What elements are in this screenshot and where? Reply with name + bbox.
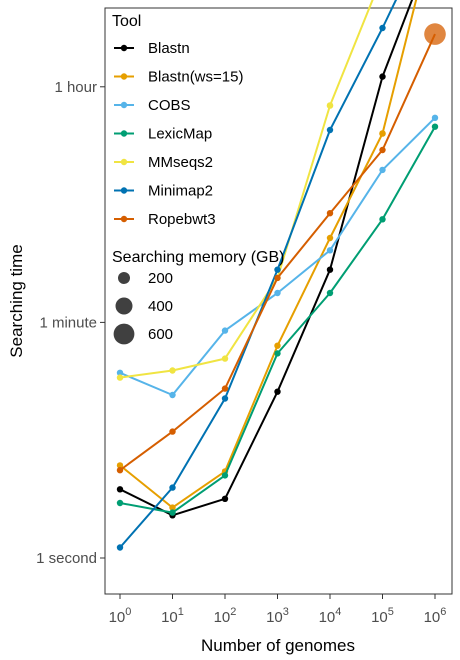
size-legend-entry: 600	[113, 323, 173, 345]
data-point	[221, 472, 229, 479]
data-point	[431, 123, 439, 130]
data-point	[116, 369, 124, 376]
legend-key-point	[120, 187, 128, 194]
legend-key-point	[120, 101, 128, 109]
data-point	[274, 266, 281, 273]
legend-entry: COBS	[114, 97, 191, 114]
legend-label: COBS	[148, 97, 191, 114]
data-point	[169, 504, 176, 511]
data-point	[326, 289, 334, 297]
size-legend-label: 400	[148, 298, 173, 315]
data-point	[274, 350, 281, 357]
data-point	[221, 327, 229, 334]
data-point	[274, 274, 281, 282]
series-ropebwt3	[116, 23, 446, 474]
size-legend-entry: 200	[118, 270, 173, 287]
x-tick-label: 106	[424, 606, 447, 626]
legend-label: Blastn(ws=15)	[148, 69, 243, 86]
legend-label: Ropebwt3	[148, 211, 216, 228]
legend-color-title: Tool	[112, 13, 141, 30]
legend-entry: Blastn(ws=15)	[114, 69, 243, 86]
data-point	[424, 23, 446, 45]
data-point	[169, 428, 176, 435]
data-point	[379, 24, 386, 32]
series-minimap2	[116, 0, 398, 551]
size-legend-key	[118, 272, 130, 284]
legend-color-entries: Blastn Blastn(ws=15) COBS LexicMap MMseqs2 Mi…	[114, 40, 243, 228]
data-point	[326, 126, 334, 134]
data-point	[379, 166, 386, 174]
legend-entry: Minimap2	[114, 183, 213, 200]
x-tick-label: 103	[266, 606, 289, 626]
legend-label: LexicMap	[148, 126, 212, 143]
size-legend-key	[113, 323, 135, 345]
data-point	[326, 247, 334, 254]
x-axis-title: Number of genomes	[201, 636, 355, 655]
series-blastn-ws-15-	[116, 0, 418, 511]
data-point	[379, 130, 386, 137]
data-point	[116, 374, 124, 381]
data-point	[169, 391, 176, 399]
legend-entry: Blastn	[114, 40, 190, 57]
size-legend-label: 200	[148, 270, 173, 287]
legend-entry: LexicMap	[114, 126, 212, 143]
size-legend-entry: 400	[115, 297, 173, 315]
x-tick-label: 104	[319, 606, 342, 626]
y-tick-label: 1 minute	[39, 314, 97, 331]
data-point	[326, 102, 334, 109]
size-legend-key	[115, 297, 133, 315]
data-point	[221, 385, 229, 392]
data-point	[379, 216, 386, 223]
x-tick-label: 102	[214, 606, 237, 626]
legend-entry: Ropebwt3	[114, 211, 216, 228]
legend-size-entries: 200 400 600	[113, 270, 173, 345]
legend-entry: MMseqs2	[114, 154, 213, 171]
x-tick-label: 100	[109, 606, 132, 626]
size-legend-label: 600	[148, 326, 173, 343]
legend-label: Minimap2	[148, 183, 213, 200]
legend-label: Blastn	[148, 40, 190, 57]
data-point	[326, 210, 334, 217]
data-point	[431, 114, 439, 122]
plot-panel	[104, 7, 453, 595]
data-point	[274, 342, 281, 349]
x-tick-label: 105	[371, 606, 394, 626]
data-point	[169, 484, 176, 491]
legend-key-point	[120, 130, 128, 137]
legend-key-point	[120, 44, 128, 52]
series-cobs	[116, 114, 439, 399]
data-point	[326, 266, 334, 273]
y-tick-label: 1 second	[36, 550, 97, 567]
legend-key-point	[120, 158, 128, 166]
data-point	[221, 495, 229, 502]
data-point	[379, 146, 386, 154]
data-point	[274, 289, 281, 297]
data-point	[326, 234, 334, 242]
data-point	[116, 467, 124, 474]
data-point	[116, 486, 124, 493]
legend-key-point	[120, 73, 128, 80]
data-point	[274, 388, 281, 395]
data-point	[169, 367, 176, 374]
x-axis-ticks: 100 101 102 103 104 105 106	[109, 594, 447, 626]
legend-key-point	[120, 215, 128, 223]
x-tick-label: 101	[161, 606, 184, 626]
legend-size-title: Searching memory (GB)	[112, 249, 285, 266]
data-point	[379, 73, 386, 80]
data-point	[169, 509, 176, 516]
data-point	[116, 499, 124, 507]
series-lexicmap	[116, 123, 439, 516]
series-layer	[116, 0, 446, 551]
data-point	[221, 355, 229, 362]
legend-label: MMseqs2	[148, 154, 213, 171]
data-point	[221, 395, 229, 402]
y-tick-label: 1 hour	[54, 79, 97, 96]
y-axis-title: Searching time	[7, 244, 26, 357]
data-point	[116, 462, 124, 469]
data-point	[116, 544, 124, 551]
